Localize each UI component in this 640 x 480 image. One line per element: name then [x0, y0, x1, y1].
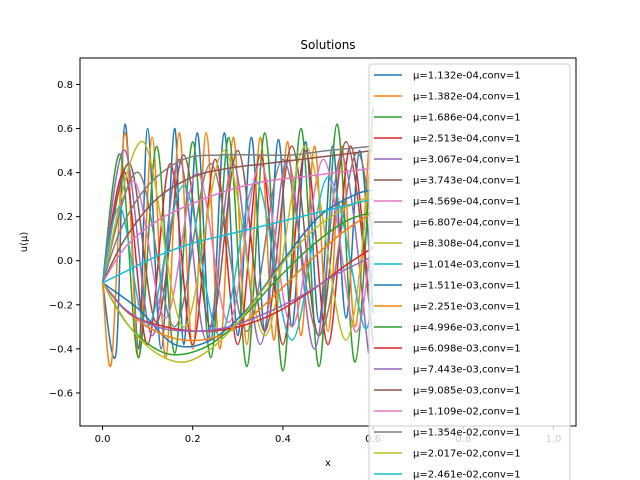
series-line-15 [101, 255, 374, 333]
series-line-4 [101, 145, 374, 346]
legend-entry: μ=9.085e-03,conv=1 [413, 386, 521, 397]
legend-entry: μ=2.513e-04,conv=1 [413, 134, 521, 145]
y-tick-label: −0.2 [49, 300, 73, 311]
x-tick-label: 0.4 [275, 434, 291, 445]
legend-entry: μ=8.308e-04,conv=1 [413, 239, 521, 250]
legend-entry: μ=3.743e-04,conv=1 [413, 176, 521, 187]
legend-entry: μ=6.098e-03,conv=1 [413, 344, 521, 355]
legend-entry: μ=1.354e-02,conv=1 [413, 428, 521, 439]
series-line-19 [101, 193, 374, 363]
series-line-7 [101, 158, 374, 333]
legend-entry: μ=2.251e-03,conv=1 [413, 302, 521, 313]
legend-entry: μ=4.569e-04,conv=1 [413, 197, 521, 208]
x-tick-label: 0.0 [95, 434, 111, 445]
y-tick-label: 0.8 [57, 80, 73, 91]
legend-entry: μ=1.109e-02,conv=1 [413, 407, 521, 418]
legend-entry: μ=3.067e-04,conv=1 [413, 155, 521, 166]
legend-entry: μ=7.443e-03,conv=1 [413, 365, 521, 376]
y-tick-label: 0.4 [57, 168, 73, 179]
legend-entry: μ=2.461e-02,conv=1 [413, 470, 521, 480]
series-line-17 [101, 167, 374, 284]
y-tick-label: −0.6 [49, 388, 73, 399]
legend-entry: μ=1.382e-04,conv=1 [413, 92, 521, 103]
x-tick-label: 0.2 [185, 434, 201, 445]
legend-entry: μ=1.132e-04,conv=1 [413, 71, 521, 82]
y-tick-label: 0.0 [57, 256, 73, 267]
y-axis-label: u(μ) [19, 232, 30, 253]
y-tick-label: 0.6 [57, 124, 73, 135]
legend-entry: μ=6.807e-04,conv=1 [413, 218, 521, 229]
legend-entry: μ=1.014e-03,conv=1 [413, 260, 521, 271]
legend-entry: μ=1.511e-03,conv=1 [413, 281, 521, 292]
series-line-3 [101, 106, 374, 372]
legend: μ=1.132e-04,conv=1 μ=1.382e-04,conv=1 μ=1.… [368, 63, 571, 480]
series-layer [101, 106, 374, 372]
series-line-8 [101, 152, 374, 337]
y-tick-label: 0.2 [57, 212, 73, 223]
axes-frame [79, 57, 577, 427]
series-line-16 [101, 149, 374, 284]
series-line-11 [102, 189, 374, 348]
x-axis-label: x [325, 458, 331, 469]
legend-entry: μ=4.996e-03,conv=1 [413, 323, 521, 334]
chart-title: Solutions [300, 38, 355, 52]
y-tick-label: −0.4 [49, 344, 73, 355]
y-axis-ticks: −0.6 −0.4 −0.2 0.0 0.2 0.4 0.6 0.8 [49, 80, 80, 399]
series-line-18 [101, 145, 374, 284]
series-line-9 [101, 132, 374, 341]
legend-entry: μ=2.017e-02,conv=1 [413, 449, 521, 460]
series-line-20 [102, 198, 374, 284]
legend-entry: μ=1.686e-04,conv=1 [413, 113, 521, 124]
legend-box [368, 63, 571, 480]
